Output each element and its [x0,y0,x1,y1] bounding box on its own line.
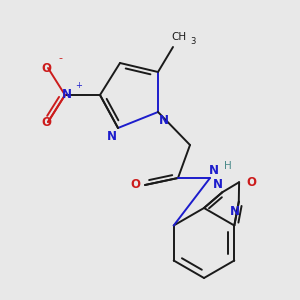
Text: +: + [76,80,82,89]
Text: H: H [224,161,232,171]
Text: N: N [213,178,223,191]
Text: N: N [62,88,72,101]
Text: O: O [41,61,51,74]
Text: -: - [58,53,62,63]
Text: O: O [41,116,51,128]
Text: O: O [246,176,256,189]
Text: N: N [209,164,219,176]
Text: CH: CH [171,32,187,42]
Text: N: N [107,130,117,142]
Text: N: N [159,113,169,127]
Text: N: N [230,205,240,218]
Text: O: O [130,178,140,191]
Text: 3: 3 [190,37,196,46]
